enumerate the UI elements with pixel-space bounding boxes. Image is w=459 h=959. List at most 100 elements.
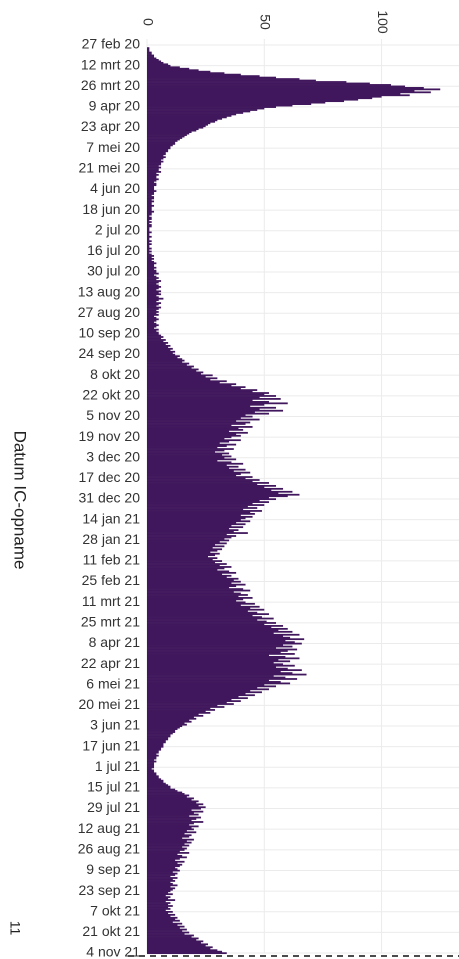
bar bbox=[147, 542, 227, 545]
bar bbox=[147, 112, 244, 114]
bar bbox=[147, 947, 211, 950]
bar bbox=[147, 349, 171, 352]
bar bbox=[147, 816, 201, 819]
bar bbox=[147, 445, 227, 447]
bar bbox=[147, 915, 171, 918]
bar bbox=[147, 443, 237, 446]
bar bbox=[147, 178, 159, 181]
bar bbox=[147, 63, 169, 66]
bar bbox=[147, 591, 234, 593]
bar bbox=[147, 838, 194, 841]
bar bbox=[147, 67, 190, 70]
bar bbox=[147, 903, 169, 906]
bar bbox=[147, 891, 169, 894]
bar bbox=[147, 729, 176, 732]
bar bbox=[147, 577, 239, 580]
bar bbox=[147, 406, 277, 409]
bar bbox=[147, 390, 253, 393]
bar bbox=[147, 265, 155, 268]
y-tick-label: 12 mrt 20 bbox=[81, 56, 140, 72]
bar bbox=[147, 171, 162, 173]
bar bbox=[147, 452, 230, 455]
bar bbox=[147, 529, 239, 531]
bar bbox=[147, 893, 173, 896]
bar bbox=[147, 788, 176, 791]
bar bbox=[147, 256, 152, 259]
bar bbox=[147, 166, 162, 169]
bar bbox=[147, 630, 293, 633]
bar bbox=[147, 495, 288, 498]
bar bbox=[147, 339, 166, 341]
bar bbox=[147, 711, 211, 714]
bar bbox=[147, 437, 225, 440]
bar bbox=[147, 247, 152, 250]
bar bbox=[147, 336, 164, 338]
bar bbox=[147, 232, 150, 235]
bar bbox=[147, 592, 241, 595]
bar bbox=[147, 720, 192, 723]
y-tick-label: 18 jun 20 bbox=[82, 201, 140, 217]
bar bbox=[147, 262, 157, 265]
bar bbox=[147, 467, 230, 470]
bar bbox=[147, 465, 239, 468]
bar bbox=[147, 116, 227, 119]
bar bbox=[147, 535, 237, 537]
bar bbox=[147, 543, 216, 546]
y-axis-title: Datum IC-opname bbox=[11, 431, 30, 570]
bar bbox=[147, 906, 169, 909]
bar bbox=[147, 75, 260, 77]
y-tick-label: 16 jul 20 bbox=[87, 242, 140, 258]
bar bbox=[147, 716, 194, 719]
y-tick-label: 9 sep 21 bbox=[86, 861, 140, 877]
bar bbox=[147, 169, 159, 172]
bar bbox=[147, 427, 239, 430]
bar bbox=[147, 561, 216, 564]
bar bbox=[147, 589, 251, 592]
bar bbox=[147, 269, 157, 272]
bar bbox=[147, 658, 279, 661]
bar bbox=[147, 119, 218, 122]
y-tick-label: 17 dec 20 bbox=[79, 469, 141, 485]
bar bbox=[147, 719, 190, 722]
x-tick-label: 50 bbox=[258, 14, 274, 30]
bar bbox=[147, 197, 155, 200]
bar bbox=[147, 311, 159, 313]
bar bbox=[147, 691, 262, 694]
bar bbox=[147, 505, 248, 508]
bar bbox=[147, 371, 204, 374]
bar bbox=[147, 271, 157, 274]
bar bbox=[147, 750, 159, 753]
y-tick-label: 7 mei 20 bbox=[86, 139, 140, 155]
bar bbox=[147, 902, 171, 904]
bar bbox=[147, 229, 150, 232]
bar bbox=[147, 327, 155, 330]
bar bbox=[147, 881, 171, 884]
bar bbox=[147, 933, 185, 935]
bar bbox=[147, 328, 159, 331]
bar bbox=[147, 426, 253, 428]
bar bbox=[147, 813, 199, 816]
bar bbox=[147, 735, 171, 738]
bar bbox=[147, 318, 159, 321]
bar bbox=[147, 343, 166, 346]
bar bbox=[147, 620, 267, 623]
bar bbox=[147, 517, 246, 520]
bar bbox=[147, 804, 199, 807]
bar bbox=[147, 765, 155, 767]
bar bbox=[147, 819, 192, 822]
bar bbox=[147, 878, 173, 881]
bar bbox=[147, 563, 227, 565]
bar bbox=[147, 552, 220, 555]
y-tick-label: 22 okt 20 bbox=[82, 387, 140, 403]
bar bbox=[147, 190, 157, 192]
bar bbox=[147, 678, 298, 680]
bar bbox=[147, 541, 220, 543]
bar bbox=[147, 95, 382, 98]
bar bbox=[147, 440, 230, 443]
bar bbox=[147, 187, 155, 190]
bar bbox=[147, 654, 269, 657]
bar bbox=[147, 125, 206, 128]
bar bbox=[147, 518, 241, 521]
bar bbox=[147, 912, 169, 915]
